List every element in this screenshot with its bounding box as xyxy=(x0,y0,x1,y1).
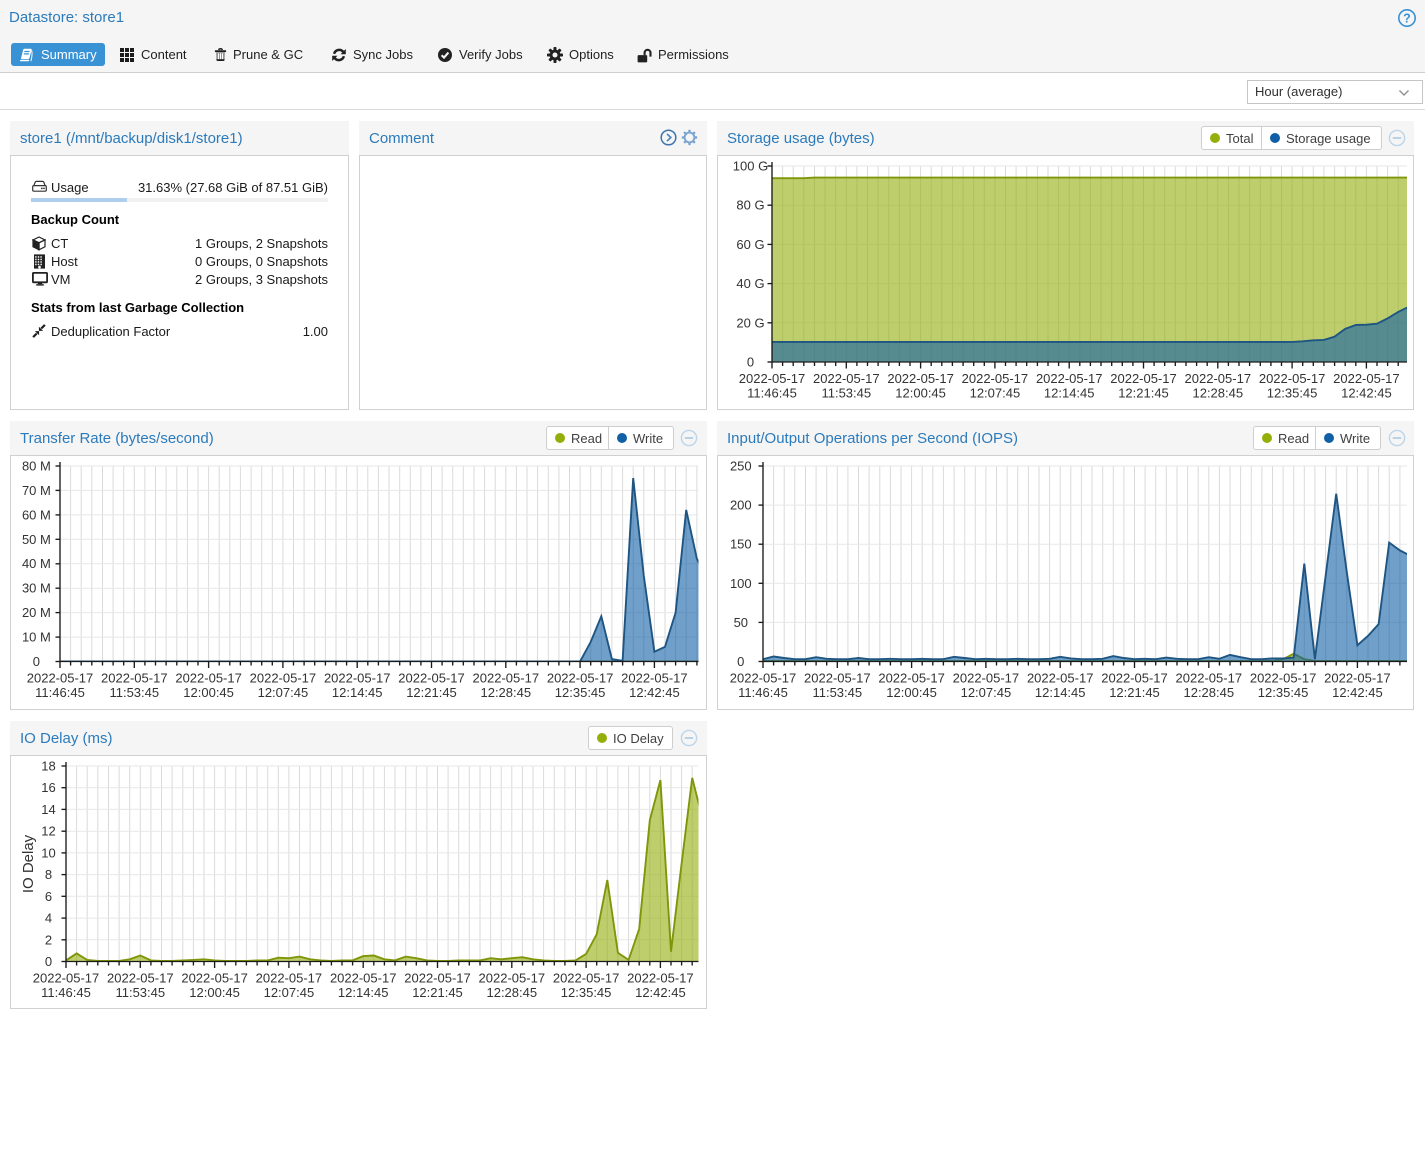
svg-text:60 G: 60 G xyxy=(736,237,764,252)
svg-text:40 G: 40 G xyxy=(736,276,764,291)
svg-text:10: 10 xyxy=(41,845,55,860)
svg-text:6: 6 xyxy=(45,889,52,904)
svg-text:0: 0 xyxy=(737,654,744,669)
svg-text:18: 18 xyxy=(41,759,55,774)
svg-text:70 M: 70 M xyxy=(22,483,51,498)
svg-text:80 M: 80 M xyxy=(22,459,51,474)
svg-text:150: 150 xyxy=(730,537,752,552)
svg-text:0: 0 xyxy=(33,654,40,669)
svg-text:60 M: 60 M xyxy=(22,507,51,522)
svg-text:IO Delay: IO Delay xyxy=(20,834,37,893)
svg-text:20 G: 20 G xyxy=(736,315,764,330)
svg-text:2: 2 xyxy=(45,932,52,947)
svg-text:50: 50 xyxy=(734,615,748,630)
svg-text:30 M: 30 M xyxy=(22,581,51,596)
svg-text:4: 4 xyxy=(45,911,52,926)
svg-text:0: 0 xyxy=(45,954,52,969)
svg-text:100 G: 100 G xyxy=(733,159,768,174)
svg-text:14: 14 xyxy=(41,802,55,817)
svg-text:100: 100 xyxy=(730,576,752,591)
svg-text:200: 200 xyxy=(730,498,752,513)
svg-text:8: 8 xyxy=(45,867,52,882)
svg-text:0: 0 xyxy=(747,355,754,370)
svg-text:?: ? xyxy=(1403,12,1411,26)
svg-text:12: 12 xyxy=(41,824,55,839)
svg-text:50 M: 50 M xyxy=(22,532,51,547)
svg-text:80 G: 80 G xyxy=(736,198,764,213)
svg-text:10 M: 10 M xyxy=(22,630,51,645)
svg-text:250: 250 xyxy=(730,459,752,474)
svg-text:20 M: 20 M xyxy=(22,605,51,620)
svg-text:40 M: 40 M xyxy=(22,556,51,571)
svg-text:16: 16 xyxy=(41,780,55,795)
